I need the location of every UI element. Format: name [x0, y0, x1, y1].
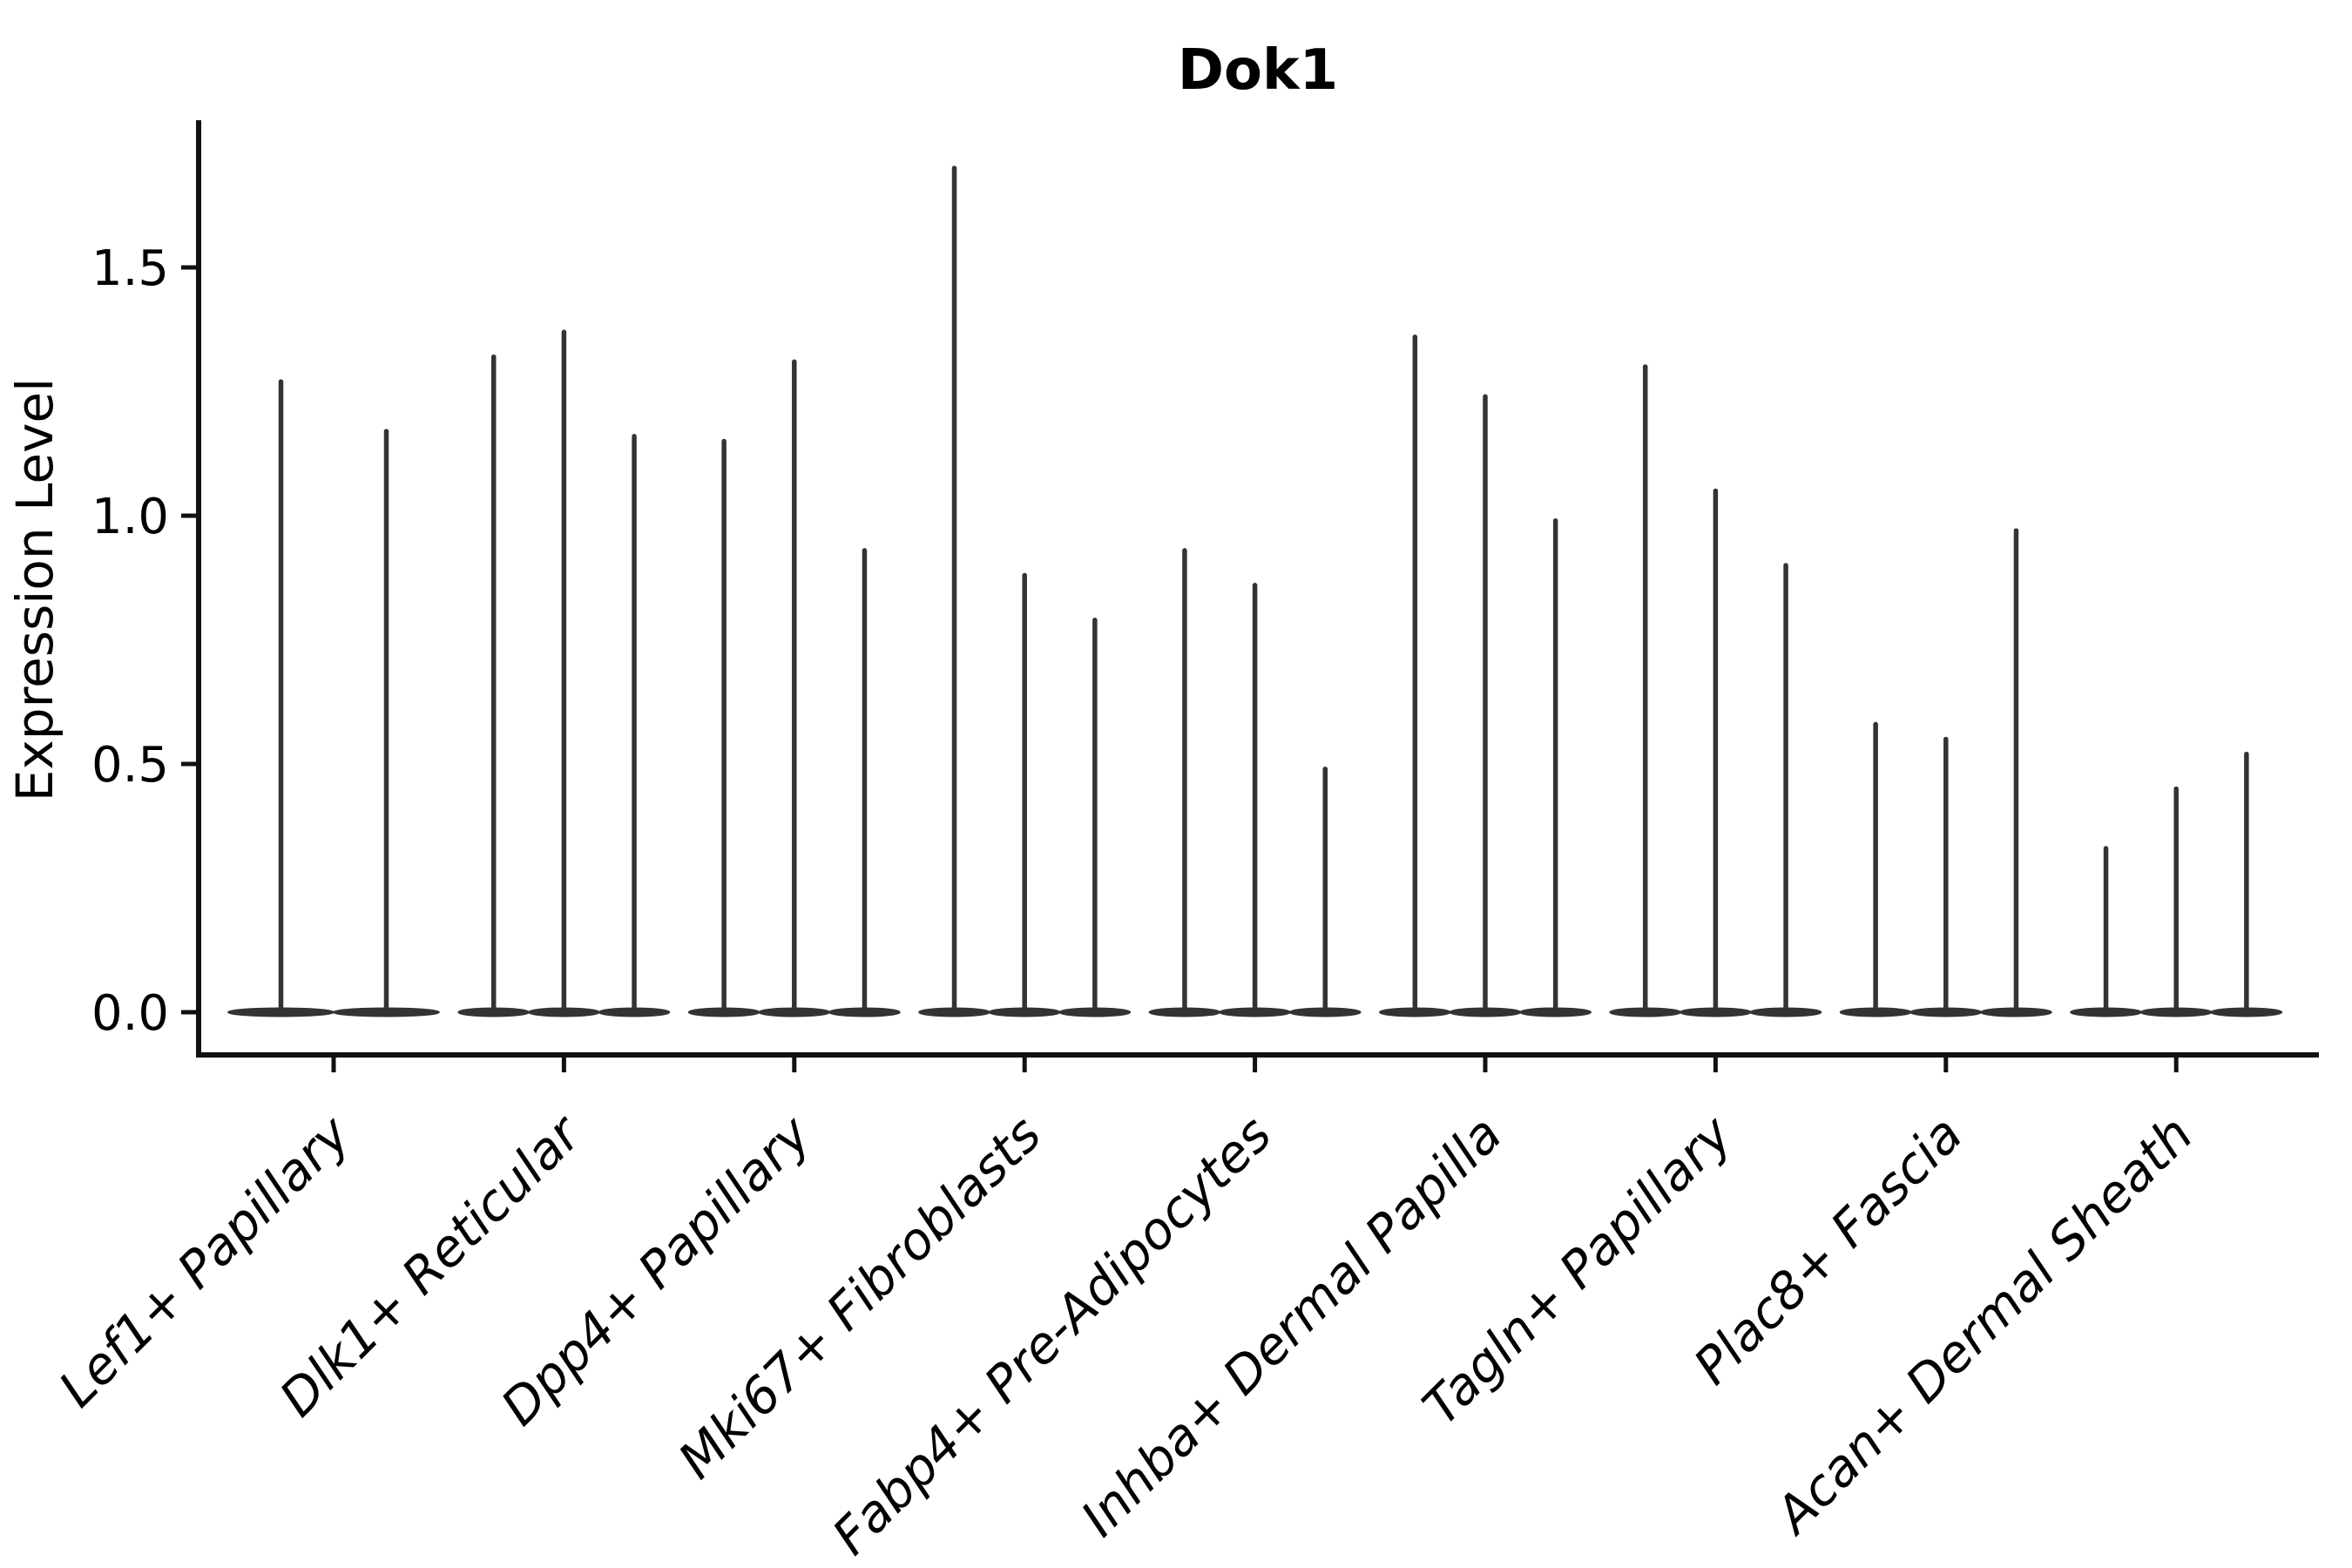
chart-title: Dok1: [1178, 38, 1338, 103]
violins-layer: [227, 166, 2283, 1017]
y-axis-label: Expression Level: [5, 378, 64, 801]
violin-group: [687, 359, 901, 1017]
violin-group: [1839, 528, 2052, 1017]
violin-group: [1379, 335, 1592, 1017]
violin-group: [1148, 548, 1362, 1017]
axes-layer: [181, 120, 2319, 1072]
x-tick-label: Fabp4+ Pre-Adipocytes: [821, 1105, 1282, 1566]
x-tick-label: Acan+ Dermal Sheath: [1761, 1105, 2204, 1547]
violin-group: [918, 166, 1132, 1017]
violin-group: [457, 329, 671, 1017]
y-tick-label: 0.5: [91, 737, 169, 794]
violin-group: [1609, 364, 1822, 1017]
x-tick-label: Inhba+ Dermal Papilla: [1070, 1105, 1513, 1548]
violin-group: [2070, 751, 2283, 1017]
violin-group: [227, 379, 440, 1017]
y-tick-label: 0.0: [91, 985, 169, 1042]
y-tick-label: 1.0: [91, 489, 169, 545]
y-tick-label: 1.5: [91, 240, 169, 297]
